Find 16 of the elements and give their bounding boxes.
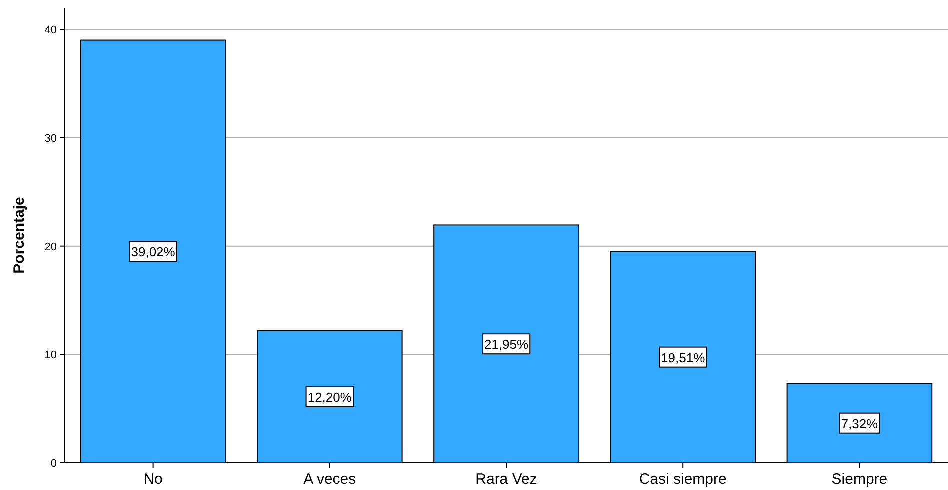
y-tick-label: 30 [44,133,57,145]
y-tick-label: 10 [44,350,57,362]
x-tick-label: Casi siempre [639,471,727,488]
x-tick-label: Siempre [832,471,888,488]
y-tick-label: 40 [44,24,57,37]
data-label: 21,95% [484,337,529,352]
y-axis-title: Porcentaje [11,197,28,274]
data-label: 12,20% [308,390,352,405]
x-tick-label: No [144,471,163,488]
data-label: 7,32% [841,416,879,432]
x-tick-label: A veces [304,471,356,488]
y-tick-label: 0 [50,458,57,470]
y-tick-label: 20 [44,241,57,254]
data-label: 39,02% [131,244,176,260]
x-tick-label: Rara Vez [476,471,538,488]
data-label: 19,51% [661,350,706,366]
